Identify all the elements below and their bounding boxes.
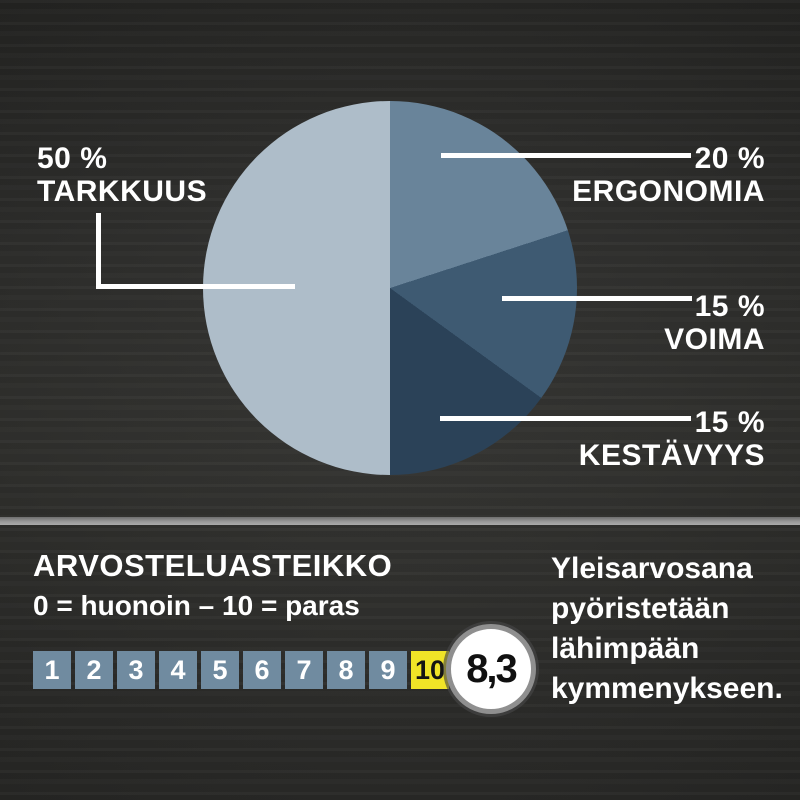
rating-scale-row: 1 2 3 4 5 6 7 8 9 10 <box>33 651 449 689</box>
scale-box-3: 3 <box>117 651 155 689</box>
rating-note: Yleisarvosana pyöristetään lähimpään kym… <box>551 549 783 709</box>
section-divider <box>0 517 800 525</box>
scale-box-5: 5 <box>201 651 239 689</box>
rating-heading: ARVOSTELUASTEIKKO <box>33 548 393 583</box>
pie-label-voima: 15 % VOIMA <box>664 290 765 356</box>
scale-box-6: 6 <box>243 651 281 689</box>
pie-label-ergonomia: 20 % ERGONOMIA <box>572 142 765 208</box>
scale-box-4: 4 <box>159 651 197 689</box>
rating-note-line: pyöristetään <box>551 592 730 625</box>
pie-label-ergonomia-pct: 20 % <box>694 142 765 175</box>
callout-line-ergonomia <box>441 153 691 158</box>
score-value: 8,3 <box>466 646 518 691</box>
scale-box-10: 10 <box>411 651 449 689</box>
callout-line-voima <box>502 296 692 301</box>
scale-box-9: 9 <box>369 651 407 689</box>
rating-note-line: lähimpään <box>551 632 700 665</box>
scale-box-2: 2 <box>75 651 113 689</box>
pie-label-tarkkuus-name: TARKKUUS <box>37 175 208 208</box>
pie-label-tarkkuus-pct: 50 % <box>37 142 108 175</box>
pie-label-voima-name: VOIMA <box>664 323 765 356</box>
pie-label-ergonomia-name: ERGONOMIA <box>572 175 765 208</box>
scale-box-7: 7 <box>285 651 323 689</box>
scale-box-1: 1 <box>33 651 71 689</box>
pie-label-kestavyys-pct: 15 % <box>694 406 765 439</box>
rating-subtitle: 0 = huonoin – 10 = paras <box>33 590 360 621</box>
score-badge: 8,3 <box>446 624 536 714</box>
pie-label-tarkkuus: 50 % TARKKUUS <box>37 142 207 208</box>
rating-note-line: kymmenykseen. <box>551 672 783 705</box>
callout-line-tarkkuus-vertical <box>96 213 101 289</box>
scale-box-8: 8 <box>327 651 365 689</box>
pie-label-voima-pct: 15 % <box>694 290 765 323</box>
pie-label-kestavyys-name: KESTÄVYYS <box>578 439 765 472</box>
rating-note-line: Yleisarvosana <box>551 552 753 585</box>
callout-line-kestavyys <box>440 416 691 421</box>
pie-label-kestavyys: 15 % KESTÄVYYS <box>579 406 765 472</box>
callout-line-tarkkuus-horizontal <box>96 284 295 289</box>
